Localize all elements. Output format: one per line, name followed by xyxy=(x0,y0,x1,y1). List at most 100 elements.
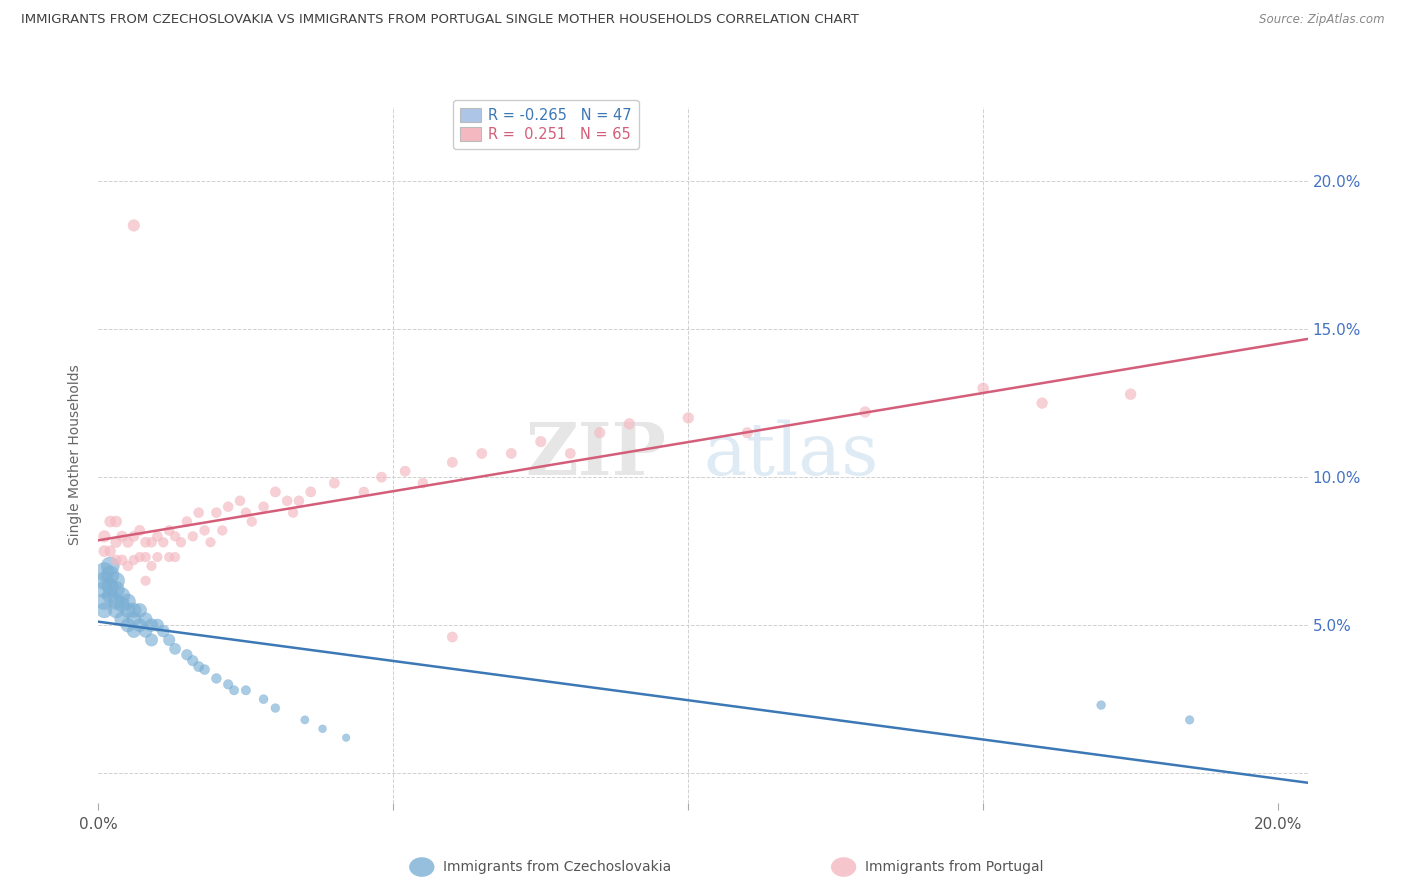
Point xyxy=(335,731,357,745)
Point xyxy=(135,535,157,549)
Point xyxy=(122,219,145,233)
Text: atlas: atlas xyxy=(703,419,879,491)
Point xyxy=(165,529,187,543)
Point xyxy=(252,692,274,706)
Point xyxy=(735,425,758,440)
Point xyxy=(678,411,700,425)
Point xyxy=(441,630,464,644)
Y-axis label: Single Mother Households: Single Mother Households xyxy=(69,365,83,545)
Point xyxy=(93,603,115,617)
Point xyxy=(240,515,263,529)
Point xyxy=(501,446,523,460)
Point xyxy=(200,535,222,549)
Point xyxy=(117,594,139,608)
Point xyxy=(194,663,217,677)
Text: Source: ZipAtlas.com: Source: ZipAtlas.com xyxy=(1260,13,1385,27)
Point xyxy=(471,446,494,460)
Point xyxy=(441,455,464,469)
Point xyxy=(117,618,139,632)
Point xyxy=(165,641,187,656)
Point xyxy=(281,506,304,520)
Point xyxy=(135,574,157,588)
Point xyxy=(111,612,134,626)
Point xyxy=(235,506,257,520)
Text: ZIP: ZIP xyxy=(526,419,666,491)
Legend: R = -0.265   N = 47, R =  0.251   N = 65: R = -0.265 N = 47, R = 0.251 N = 65 xyxy=(453,101,638,149)
Point xyxy=(288,493,311,508)
Point xyxy=(152,535,174,549)
Text: Immigrants from Portugal: Immigrants from Portugal xyxy=(865,860,1043,874)
Point xyxy=(170,535,193,549)
Point xyxy=(105,594,128,608)
Point xyxy=(141,618,163,632)
Point xyxy=(152,624,174,638)
Point xyxy=(111,589,134,603)
Point xyxy=(93,544,115,558)
Point xyxy=(141,558,163,573)
Point xyxy=(294,713,316,727)
Point xyxy=(117,603,139,617)
Point xyxy=(157,524,180,538)
Point xyxy=(98,580,121,594)
Point xyxy=(117,558,139,573)
Point xyxy=(135,624,157,638)
Point xyxy=(98,567,121,582)
Point xyxy=(412,476,434,491)
Point xyxy=(141,535,163,549)
Point xyxy=(111,553,134,567)
Point xyxy=(394,464,416,478)
Point xyxy=(1178,713,1201,727)
Point xyxy=(135,612,157,626)
Point xyxy=(972,381,994,395)
Point xyxy=(105,582,128,597)
Text: Immigrants from Czechoslovakia: Immigrants from Czechoslovakia xyxy=(443,860,671,874)
Point xyxy=(141,632,163,647)
Point xyxy=(211,524,233,538)
Point xyxy=(560,446,582,460)
Point xyxy=(98,515,121,529)
Point xyxy=(205,506,228,520)
Point xyxy=(98,558,121,573)
Point xyxy=(111,529,134,543)
Point xyxy=(217,677,239,691)
Point xyxy=(105,574,128,588)
Point xyxy=(176,515,198,529)
Point xyxy=(128,618,150,632)
Point xyxy=(222,683,245,698)
Point xyxy=(105,603,128,617)
Point xyxy=(93,529,115,543)
Point xyxy=(146,529,169,543)
Point xyxy=(235,683,257,698)
Point xyxy=(1090,698,1112,712)
Point xyxy=(122,529,145,543)
Point xyxy=(135,550,157,565)
Point xyxy=(217,500,239,514)
Point xyxy=(157,632,180,647)
Point xyxy=(229,493,252,508)
Point xyxy=(117,535,139,549)
Point xyxy=(93,594,115,608)
Point xyxy=(93,565,115,579)
Point xyxy=(264,484,287,499)
Point xyxy=(98,544,121,558)
Point xyxy=(128,603,150,617)
Point xyxy=(264,701,287,715)
Point xyxy=(146,618,169,632)
Point xyxy=(1119,387,1142,401)
Point xyxy=(122,603,145,617)
Point xyxy=(299,484,322,499)
Point xyxy=(128,550,150,565)
Point xyxy=(853,405,876,419)
Point xyxy=(93,574,115,588)
Point xyxy=(105,515,128,529)
Point xyxy=(122,612,145,626)
Text: IMMIGRANTS FROM CZECHOSLOVAKIA VS IMMIGRANTS FROM PORTUGAL SINGLE MOTHER HOUSEHO: IMMIGRANTS FROM CZECHOSLOVAKIA VS IMMIGR… xyxy=(21,13,859,27)
Point xyxy=(205,672,228,686)
Point xyxy=(165,550,187,565)
Point xyxy=(176,648,198,662)
Point xyxy=(122,553,145,567)
Point xyxy=(187,506,209,520)
Point xyxy=(111,598,134,612)
Point xyxy=(98,589,121,603)
Point xyxy=(181,529,204,543)
